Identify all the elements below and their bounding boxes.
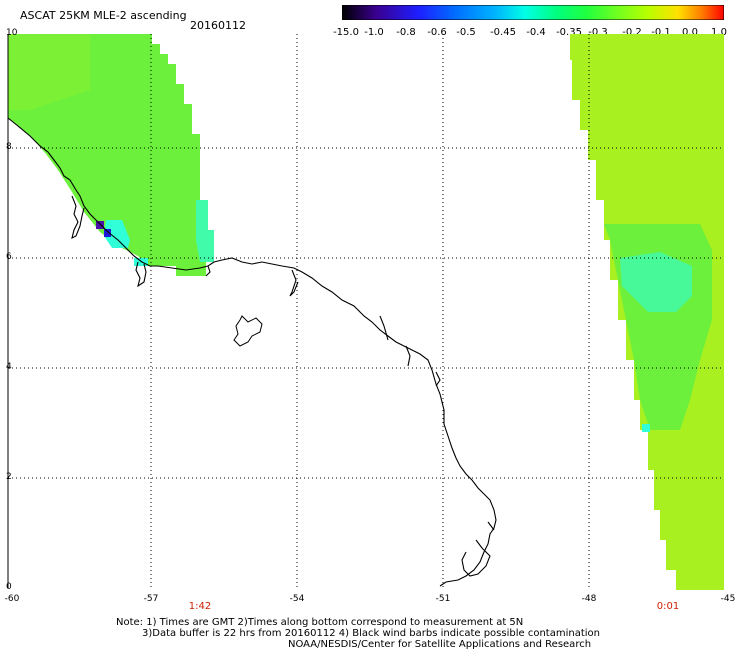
lat-label: 2 [6, 472, 12, 482]
product-date: 20160112 [190, 19, 246, 32]
east-swath [570, 34, 724, 590]
lat-label: 4 [6, 362, 12, 372]
swath-cell-blue [104, 229, 111, 237]
swath-area-cyan [620, 252, 692, 312]
colorbar-label: -15.0 [333, 27, 359, 38]
lat-label: 8 [6, 142, 12, 152]
colorbar-label: -0.4 [526, 27, 546, 38]
lon-label: -45 [720, 594, 736, 604]
pass-time-west: 1:42 [188, 601, 212, 612]
colorbar-label: -1.0 [364, 27, 384, 38]
colorbar-label: -0.5 [456, 27, 476, 38]
lat-label: 10 [6, 28, 18, 38]
colorbar-label: -0.35 [556, 27, 582, 38]
colorbar-label: -0.1 [651, 27, 671, 38]
note-line-1: Note: 1) Times are GMT 2)Times along bot… [116, 617, 524, 628]
lat-label: 0 [6, 582, 12, 592]
swath-area-yellowgreen [8, 34, 90, 110]
coastline [7, 117, 497, 587]
colorbar-label: -0.3 [588, 27, 608, 38]
colorbar-label: -0.6 [427, 27, 447, 38]
lake-outline [233, 315, 263, 347]
note-line-3: NOAA/NESDIS/Center for Satellite Applica… [288, 639, 592, 650]
color-scale-bar [342, 5, 724, 20]
colorbar-label: 0.0 [682, 27, 698, 38]
swath-area-cyan-south [134, 258, 148, 266]
west-swath [8, 34, 214, 276]
swath-area-cyan-east [196, 200, 214, 262]
lon-label: -60 [4, 594, 20, 604]
colorbar-label: 1.0 [711, 27, 727, 38]
pass-time-east: 0:01 [656, 601, 680, 612]
product-title: ASCAT 25KM MLE-2 ascending [20, 9, 187, 22]
swath-area-cyan-coast [104, 220, 130, 248]
lon-label: -48 [581, 594, 597, 604]
colorbar-label: -0.45 [490, 27, 516, 38]
colorbar-label: -0.8 [396, 27, 416, 38]
lon-label: -51 [435, 594, 451, 604]
lon-label: -57 [143, 594, 159, 604]
note-line-2: 3)Data buffer is 22 hrs from 20160112 4)… [142, 628, 600, 639]
lat-label: 6 [6, 252, 12, 262]
swath-cell-cyan [642, 424, 650, 432]
colorbar-label: -0.2 [622, 27, 642, 38]
lon-label: -54 [289, 594, 305, 604]
swath-cell-purple [96, 221, 104, 229]
lat-lon-grid [8, 34, 724, 588]
